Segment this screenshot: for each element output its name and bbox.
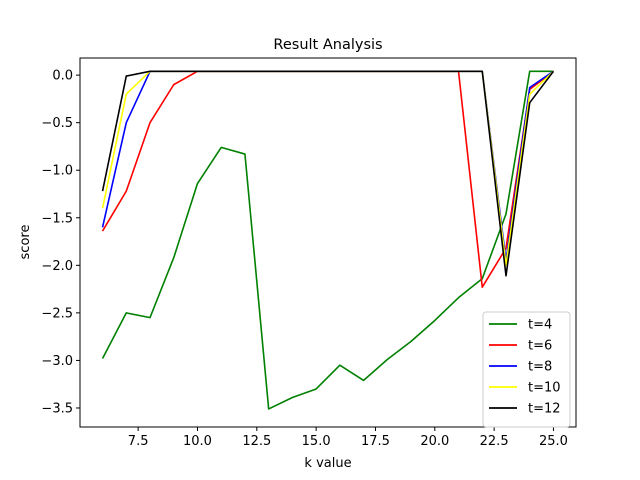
legend: t=4 t=6 t=8 t=10 t=12 xyxy=(482,311,571,428)
y-tick-label: −3.0 xyxy=(41,354,73,369)
y-tick-label: 0.0 xyxy=(52,69,73,84)
y-tick-label: −1.0 xyxy=(41,164,73,179)
x-tick-label: 17.5 xyxy=(361,434,390,449)
x-axis: 7.5 10.0 12.5 15.0 17.5 20.0 22.5 25.0 xyxy=(128,427,568,449)
x-tick-label: 20.0 xyxy=(420,434,449,449)
x-tick-label: 22.5 xyxy=(480,434,509,449)
legend-label: t=4 xyxy=(528,318,552,333)
x-tick-label: 15.0 xyxy=(302,434,331,449)
y-tick-label: −0.5 xyxy=(41,116,73,131)
y-tick-label: −2.5 xyxy=(41,306,73,321)
y-tick-label: −1.5 xyxy=(41,211,73,226)
x-tick-label: 10.0 xyxy=(183,434,212,449)
y-tick-label: −3.5 xyxy=(41,401,73,416)
plot-lines xyxy=(101,70,555,410)
chart-title: Result Analysis xyxy=(273,37,382,53)
y-tick-label: −2.0 xyxy=(41,259,73,274)
legend-box xyxy=(482,311,571,428)
legend-label: t=6 xyxy=(528,339,552,354)
legend-label: t=12 xyxy=(528,402,561,417)
plot-frame xyxy=(79,57,577,428)
series-line-t-12 xyxy=(101,70,555,277)
y-axis-label: score xyxy=(18,225,33,260)
legend-label: t=10 xyxy=(528,381,561,396)
legend-label: t=8 xyxy=(528,360,552,375)
x-tick-label: 7.5 xyxy=(128,434,149,449)
y-axis: 0.0 −0.5 −1.0 −1.5 −2.0 −2.5 −3.0 −3.5 xyxy=(41,69,80,416)
x-axis-label: k value xyxy=(304,456,351,471)
series-line-t-4 xyxy=(101,70,554,410)
x-tick-label: 25.0 xyxy=(539,434,568,449)
x-tick-label: 12.5 xyxy=(242,434,271,449)
